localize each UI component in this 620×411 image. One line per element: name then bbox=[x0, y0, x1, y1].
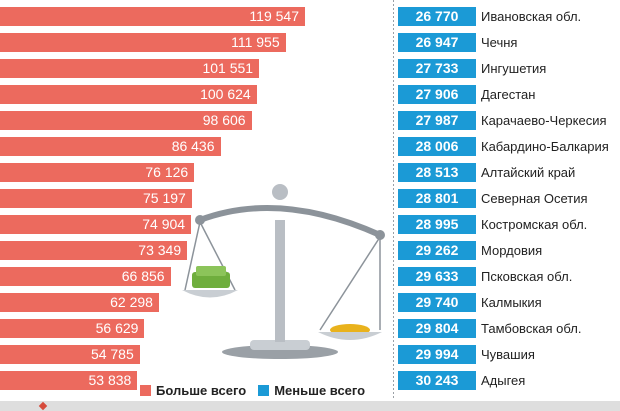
legend-swatch-red bbox=[140, 385, 151, 396]
bar-right-value-13: 29 994 bbox=[398, 345, 476, 364]
region-label-9: Мордовия bbox=[481, 243, 543, 258]
bar-right-value-2: 27 733 bbox=[398, 59, 476, 78]
bar-left-value-14: 53 838 bbox=[88, 372, 132, 388]
legend-item-max: Больше всего bbox=[140, 383, 246, 398]
bar-left-value-10: 66 856 bbox=[121, 268, 165, 284]
region-label-5: Кабардино-Балкария bbox=[481, 139, 609, 154]
bar-right-value-11: 29 740 bbox=[398, 293, 476, 312]
bar-left-4 bbox=[0, 111, 252, 130]
bar-left-value-1: 111 955 bbox=[231, 34, 280, 50]
region-label-13: Чувашия bbox=[481, 347, 535, 362]
region-label-12: Тамбовская обл. bbox=[481, 321, 582, 336]
bar-left-value-6: 76 126 bbox=[145, 164, 189, 180]
bar-left-12 bbox=[0, 319, 145, 338]
bar-right-value-5: 28 006 bbox=[398, 137, 476, 156]
bar-left-value-12: 56 629 bbox=[95, 320, 139, 336]
bar-right-value-1: 26 947 bbox=[398, 33, 476, 52]
bar-left-1 bbox=[0, 33, 286, 52]
bar-left-3 bbox=[0, 85, 257, 104]
region-label-1: Чечня bbox=[481, 35, 518, 50]
bar-left-value-9: 73 349 bbox=[138, 242, 182, 258]
region-label-4: Карачаево-Черкесия bbox=[481, 113, 607, 128]
bar-left-value-5: 86 436 bbox=[171, 138, 215, 154]
bar-right-value-4: 27 987 bbox=[398, 111, 476, 130]
bar-left-value-11: 62 298 bbox=[110, 294, 153, 310]
bar-left-value-0: 119 547 bbox=[249, 8, 299, 24]
bar-right-value-8: 28 995 bbox=[398, 215, 476, 234]
bar-left-2 bbox=[0, 59, 260, 78]
bar-right-value-12: 29 804 bbox=[398, 319, 476, 338]
region-label-6: Алтайский край bbox=[481, 165, 576, 180]
region-label-7: Северная Осетия bbox=[481, 191, 588, 206]
scales-illustration bbox=[182, 184, 385, 359]
bar-left-13 bbox=[0, 345, 140, 364]
region-label-10: Псковская обл. bbox=[481, 269, 573, 284]
bar-left-6 bbox=[0, 163, 195, 182]
region-label-0: Ивановская обл. bbox=[481, 9, 582, 24]
legend-label-min: Меньше всего bbox=[274, 383, 366, 398]
region-label-14: Адыгея bbox=[481, 373, 526, 388]
legend: Больше всего Меньше всего bbox=[140, 381, 377, 400]
bar-left-value-4: 98 606 bbox=[202, 112, 246, 128]
bar-left-7 bbox=[0, 189, 192, 208]
bar-left-value-13: 54 785 bbox=[90, 346, 134, 362]
region-label-2: Ингушетия bbox=[481, 61, 547, 76]
bar-right-value-9: 29 262 bbox=[398, 241, 476, 260]
region-label-8: Костромская обл. bbox=[481, 217, 588, 232]
bar-left-8 bbox=[0, 215, 192, 234]
bar-left-value-2: 101 551 bbox=[202, 60, 254, 76]
bar-left-value-7: 75 197 bbox=[143, 190, 186, 206]
bar-left-14 bbox=[0, 371, 138, 390]
divider-line bbox=[393, 0, 394, 398]
region-label-3: Дагестан bbox=[481, 87, 536, 102]
bar-right-value-7: 28 801 bbox=[398, 189, 476, 208]
bar-left-9 bbox=[0, 241, 188, 260]
legend-swatch-blue bbox=[258, 385, 270, 396]
region-label-11: Калмыкия bbox=[481, 295, 542, 310]
bar-left-10 bbox=[0, 267, 171, 286]
bar-right-value-0: 26 770 bbox=[398, 7, 476, 26]
bar-left-value-3: 100 624 bbox=[200, 86, 251, 102]
bar-right-value-10: 29 633 bbox=[398, 267, 476, 286]
bar-right-value-14: 30 243 bbox=[398, 371, 476, 390]
bar-left-5 bbox=[0, 137, 221, 156]
bar-left-0 bbox=[0, 7, 305, 26]
legend-label-max: Больше всего bbox=[156, 383, 247, 398]
bar-right-value-6: 28 513 bbox=[398, 163, 476, 182]
legend-item-min: Меньше всего bbox=[258, 383, 365, 398]
bar-left-value-8: 74 904 bbox=[142, 216, 186, 232]
footer-strip bbox=[0, 401, 620, 411]
bar-right-value-3: 27 906 bbox=[398, 85, 476, 104]
bar-left-11 bbox=[0, 293, 159, 312]
